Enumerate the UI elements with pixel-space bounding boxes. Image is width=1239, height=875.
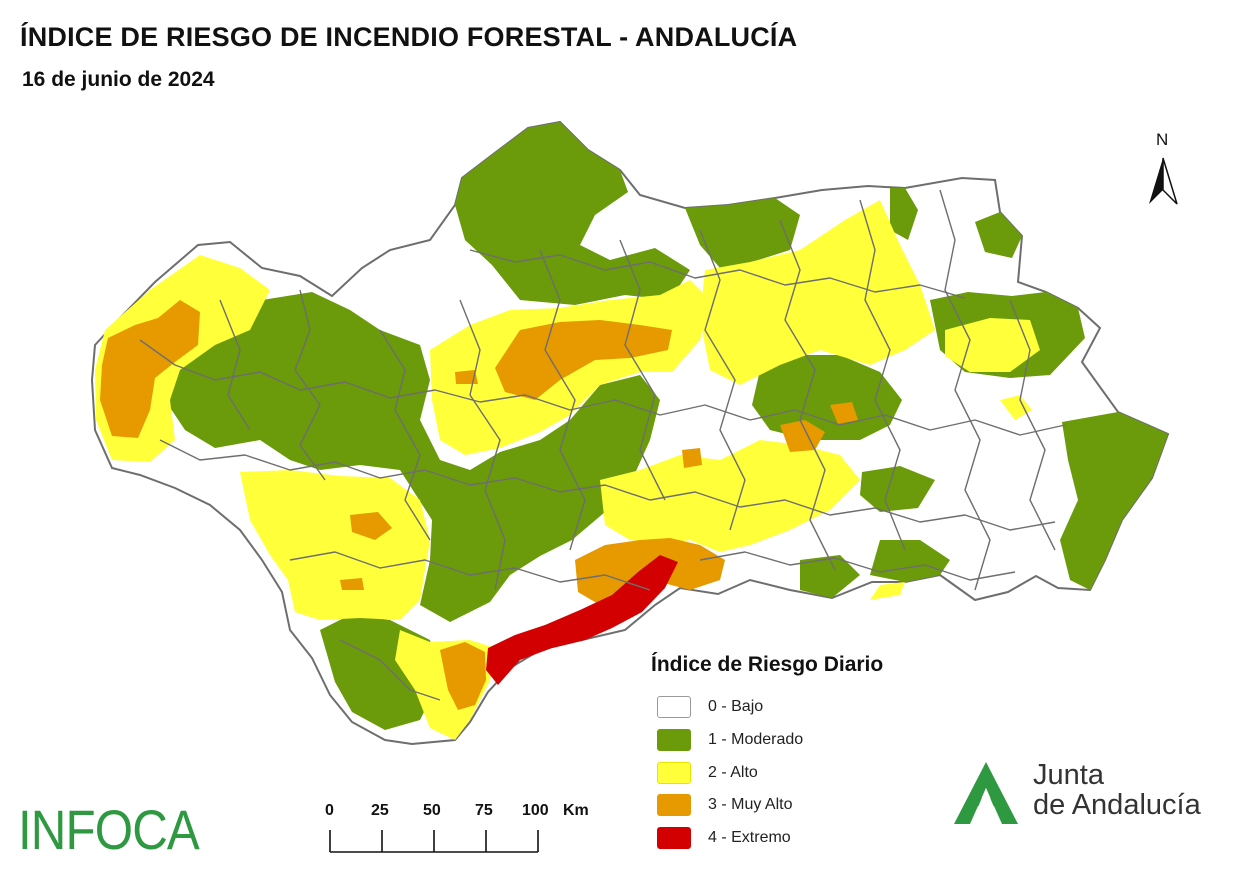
scale-labels: 0 25 50 75 100 Km — [318, 802, 598, 824]
infoca-logo: INFOCA — [18, 798, 200, 861]
legend-swatch-moderate — [657, 729, 691, 751]
junta-de-andalucia-wordmark: Junta de Andalucía — [1033, 760, 1201, 820]
scale-label-25: 25 — [371, 802, 389, 819]
legend-title: Índice de Riesgo Diario — [651, 653, 884, 676]
legend-item-high: 2 - Alto — [657, 761, 758, 785]
north-arrow-icon — [1149, 157, 1178, 205]
map-date: 16 de junio de 2024 — [22, 68, 215, 91]
legend-swatch-extreme — [657, 827, 691, 849]
scale-label-100: 100 — [522, 802, 549, 819]
map-title: ÍNDICE DE RIESGO DE INCENDIO FORESTAL - … — [20, 22, 798, 52]
legend-item-low: 0 - Bajo — [657, 695, 763, 719]
municipal-borders — [139, 189, 1066, 701]
legend-label-very-high: 3 - Muy Alto — [708, 796, 793, 813]
legend-label-low: 0 - Bajo — [708, 698, 764, 715]
extreme-zone — [486, 555, 678, 685]
legend-label-moderate: 1 - Moderado — [708, 731, 804, 748]
scale-label-50: 50 — [423, 802, 441, 819]
scale-unit: Km — [563, 802, 589, 819]
legend-item-extreme: 4 - Extremo — [657, 826, 791, 850]
scale-bar — [329, 830, 539, 853]
legend-label-extreme: 4 - Extremo — [708, 829, 791, 846]
legend-swatch-low — [657, 696, 691, 718]
scale-label-0: 0 — [325, 802, 334, 819]
legend-item-very-high: 3 - Muy Alto — [657, 793, 792, 817]
north-label: N — [1156, 130, 1169, 149]
moderate-zones — [165, 122, 1168, 730]
legend-label-high: 2 - Alto — [708, 764, 758, 781]
legend-item-moderate: 1 - Moderado — [657, 728, 803, 752]
legend-swatch-very-high — [657, 794, 691, 816]
junta-line2: de Andalucía — [1033, 789, 1201, 821]
junta-line1: Junta — [1033, 759, 1104, 791]
legend-swatch-high — [657, 762, 691, 784]
junta-de-andalucia-logo-icon — [954, 762, 1018, 824]
scale-label-75: 75 — [475, 802, 493, 819]
